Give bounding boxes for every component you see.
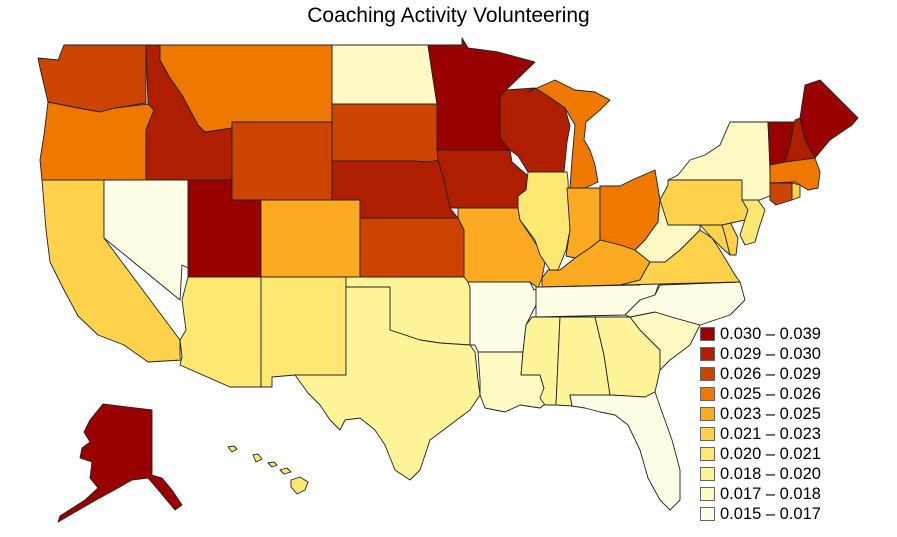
legend-item: 0.015 – 0.017	[700, 504, 821, 524]
state-IA	[436, 149, 529, 209]
legend-label: 0.023 – 0.025	[720, 404, 821, 423]
state-HI	[227, 445, 309, 495]
legend-label: 0.025 – 0.026	[720, 384, 821, 403]
legend-item: 0.018 – 0.020	[700, 464, 821, 484]
state-KS	[359, 217, 465, 278]
state-CA	[41, 179, 183, 363]
legend-item: 0.020 – 0.021	[700, 444, 821, 464]
state-SD	[331, 103, 439, 163]
legend-item: 0.030 – 0.039	[700, 324, 821, 344]
state-AZ	[179, 276, 262, 388]
legend-swatch	[700, 327, 715, 341]
state-CT	[769, 182, 793, 206]
state-WY	[231, 121, 333, 201]
legend-item: 0.017 – 0.018	[700, 484, 821, 504]
legend-label: 0.021 – 0.023	[720, 424, 821, 443]
legend-item: 0.021 – 0.023	[700, 424, 821, 444]
state-NC	[624, 281, 746, 326]
legend-swatch	[700, 387, 715, 401]
legend-label: 0.020 – 0.021	[720, 444, 821, 463]
legend-label: 0.015 – 0.017	[720, 504, 821, 523]
state-ME	[799, 79, 859, 159]
state-CO	[260, 199, 361, 278]
state-FL	[569, 391, 681, 511]
state-RI	[791, 182, 801, 201]
legend-item: 0.025 – 0.026	[700, 384, 821, 404]
legend-label: 0.026 – 0.029	[720, 364, 821, 383]
state-ND	[331, 44, 438, 105]
state-NM	[260, 276, 347, 388]
legend-swatch	[700, 347, 715, 361]
state-AK	[57, 403, 183, 523]
legend-label: 0.018 – 0.020	[720, 464, 821, 483]
legend-label: 0.017 – 0.018	[720, 484, 821, 503]
legend-swatch	[700, 507, 715, 521]
legend-item: 0.023 – 0.025	[700, 404, 821, 424]
state-WA	[37, 44, 147, 113]
legend: 0.030 – 0.039 0.029 – 0.030 0.026 – 0.029 0…	[700, 324, 821, 524]
legend-swatch	[700, 407, 715, 421]
legend-item: 0.029 – 0.030	[700, 344, 821, 364]
legend-swatch	[700, 447, 715, 461]
state-PA	[659, 179, 751, 226]
legend-label: 0.029 – 0.030	[720, 344, 821, 363]
state-NJ	[739, 199, 766, 246]
chart-title: Coaching Activity Volunteering	[307, 4, 590, 27]
legend-swatch	[700, 367, 715, 381]
legend-label: 0.030 – 0.039	[720, 324, 821, 343]
legend-swatch	[700, 427, 715, 441]
legend-swatch	[700, 467, 715, 481]
state-TX	[294, 286, 481, 481]
state-MI	[527, 79, 611, 189]
legend-swatch	[700, 487, 715, 501]
legend-item: 0.026 – 0.029	[700, 364, 821, 384]
state-OR	[39, 101, 155, 181]
